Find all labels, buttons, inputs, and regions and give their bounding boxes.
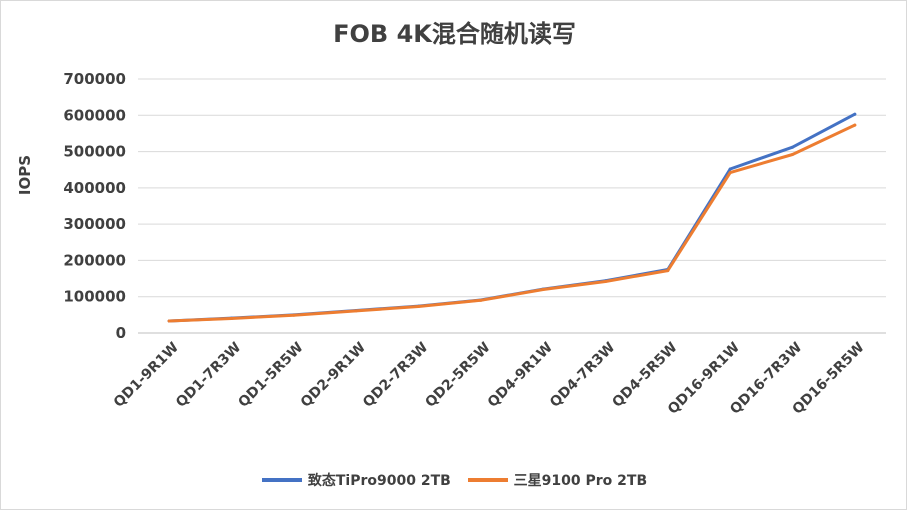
- data-point-series-2: [230, 316, 233, 320]
- y-tick-label: 700000: [63, 70, 126, 88]
- data-point-series-1: [791, 145, 794, 149]
- x-tick-label: QD4-7R3W: [547, 340, 618, 411]
- data-point-series-2: [666, 269, 670, 273]
- data-point-series-1: [728, 167, 732, 171]
- y-tick-label: 300000: [63, 215, 126, 233]
- legend-item-series-1: 致态TiPro9000 2TB: [261, 470, 451, 490]
- x-tick-label: QD2-7R3W: [360, 340, 431, 411]
- data-point-series-2: [604, 279, 607, 283]
- data-point-series-2: [479, 298, 483, 302]
- data-point-series-2: [541, 287, 545, 291]
- data-point-series-2: [354, 309, 358, 313]
- legend-label-series-2: 三星9100 Pro 2TB: [513, 473, 648, 489]
- y-tick-label: 100000: [63, 288, 126, 306]
- y-tick-label: 600000: [63, 106, 126, 124]
- x-tick-label: QD1-9R1W: [111, 340, 182, 411]
- series-line-1: [167, 112, 857, 323]
- y-tick-labels: 0 100000 200000 300000 400000 500000 600000 700…: [63, 70, 126, 342]
- y-tick-label: 400000: [63, 179, 126, 197]
- data-point-series-2: [853, 123, 857, 127]
- y-tick-label: 200000: [63, 251, 126, 269]
- x-tick-label: QD1-7R3W: [173, 340, 244, 411]
- data-point-series-2: [791, 152, 794, 156]
- data-point-series-2: [417, 305, 420, 309]
- y-tick-label: 0: [116, 324, 126, 342]
- legend-swatch-series-2: [467, 478, 508, 482]
- legend: 致态TiPro9000 2TB 三星9100 Pro 2TB: [0, 470, 909, 490]
- x-tick-label: QD2-5R5W: [422, 340, 493, 411]
- data-point-series-2: [167, 319, 171, 323]
- data-point-series-2: [728, 171, 732, 175]
- x-tick-label: QD4-9R1W: [485, 340, 556, 411]
- series-line-2: [167, 123, 857, 323]
- y-tick-label: 500000: [63, 143, 126, 161]
- legend-label-series-1: 致态TiPro9000 2TB: [307, 473, 451, 489]
- x-tick-label: QD1-5R5W: [235, 340, 306, 411]
- legend-swatch-series-1: [261, 478, 302, 482]
- x-tick-label: QD2-9R1W: [298, 340, 369, 411]
- series-lines: [167, 112, 857, 323]
- data-point-series-1: [853, 112, 857, 116]
- grid-lines: [138, 78, 886, 334]
- chart-title: FOB 4K混合随机读写: [333, 20, 576, 48]
- legend-item-series-2: 三星9100 Pro 2TB: [467, 470, 648, 490]
- x-tick-labels: QD1-9R1WQD1-7R3WQD1-5R5WQD2-9R1WQD2-7R3W…: [111, 340, 868, 418]
- data-point-series-2: [292, 313, 296, 317]
